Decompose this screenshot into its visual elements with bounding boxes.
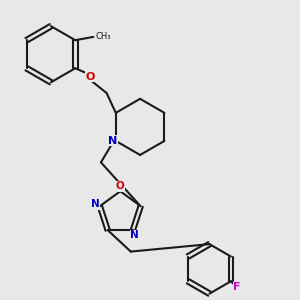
- Text: O: O: [85, 71, 95, 82]
- Text: O: O: [116, 181, 125, 191]
- Text: F: F: [233, 282, 241, 292]
- Text: CH₃: CH₃: [95, 32, 111, 41]
- Text: N: N: [108, 136, 117, 146]
- Text: N: N: [91, 200, 99, 209]
- Text: N: N: [130, 230, 139, 240]
